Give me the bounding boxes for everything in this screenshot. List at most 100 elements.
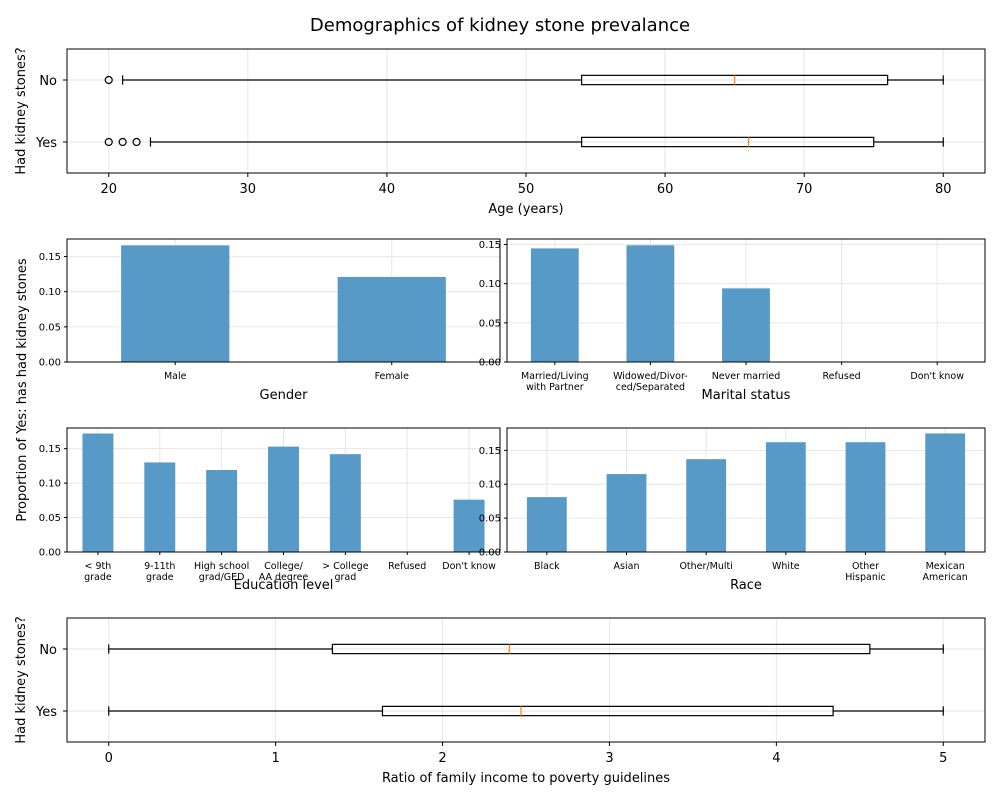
x-tick-label: 4 (772, 751, 780, 766)
y-tick-label: 0.15 (39, 444, 61, 455)
x-tick-label: 3 (605, 751, 613, 766)
y-tick-label: 0.05 (39, 513, 61, 524)
x-tick-label: High school grad/GED (194, 561, 249, 583)
outlier-point (118, 137, 127, 147)
y-tick-label: 0.15 (479, 240, 501, 251)
x-tick-label: 9-11th grade (144, 561, 175, 583)
x-tick-label-line: Other/Multi (679, 561, 732, 572)
y-axis-label: Had kidney stones? (14, 616, 29, 743)
x-tick-label-line: Hispanic (845, 572, 885, 583)
x-tick-label-line: Refused (822, 371, 860, 382)
x-tick-label-line: with Partner (526, 382, 584, 393)
y-tick-label: 0.05 (39, 322, 61, 333)
x-tick-label-line: grade (146, 572, 174, 583)
x-tick-label-line: Asian (614, 561, 640, 572)
y-tick-label: 0.05 (479, 514, 501, 525)
x-tick-label: Don't know (910, 371, 964, 382)
x-tick-label: 50 (518, 182, 535, 197)
plot-frame (66, 427, 501, 553)
x-tick-label-line: grad (334, 572, 356, 583)
y-tick-label: No (39, 643, 57, 658)
x-tick-label-line: Don't know (910, 371, 964, 382)
iqr-box (331, 643, 871, 655)
iqr-box (581, 136, 875, 148)
x-tick-label-line: College/ (264, 561, 303, 572)
bar (337, 276, 446, 362)
x-tick-label: Mexican American (923, 561, 968, 583)
y-axis-label: Had kidney stones? (14, 47, 29, 174)
plot-frame (66, 238, 501, 363)
x-tick-label-line: AA degree (259, 572, 309, 583)
x-axis-label: Gender (260, 388, 309, 403)
y-tick-label: 0.00 (479, 548, 501, 559)
iqr-box (381, 705, 834, 717)
y-tick-label: 0.10 (479, 279, 501, 290)
y-tick-label: 0.00 (479, 358, 501, 369)
x-tick-label: White (772, 561, 800, 572)
race-panel: 0.00 0.05 0.10 0.15 Black Asian Other/Multi Whi… (479, 427, 986, 593)
x-tick-label: 40 (379, 182, 396, 197)
x-tick-label-line: High school (194, 561, 249, 572)
x-tick-label-line: Married/Living (521, 371, 589, 382)
outlier-point (132, 137, 141, 147)
x-tick-label: 0 (105, 751, 113, 766)
x-tick-label: Black (534, 561, 560, 572)
x-axis-label: Age (years) (488, 202, 563, 217)
x-tick-label: Widowed/Divor-ced/Separated (613, 371, 688, 393)
x-tick-label-line: < 9th (85, 561, 112, 572)
outlier-point (104, 137, 113, 147)
x-tick-label-line: 9-11th (144, 561, 175, 572)
x-tick-label-line: Widowed/Divor- (613, 371, 688, 382)
bar (268, 446, 299, 552)
plot-frame (506, 427, 986, 553)
bar (606, 474, 647, 552)
bar (925, 433, 966, 552)
x-axis-label: Marital status (702, 388, 791, 403)
y-tick-label: 0.10 (479, 480, 501, 491)
y-tick-label: Yes (35, 705, 57, 720)
age-panel: 20 30 40 50 60 70 80 No Yes Age (years) Had kidney… (14, 47, 986, 217)
bar (329, 454, 361, 552)
x-tick-label-line: Refused (388, 561, 426, 572)
x-tick-label: Asian (614, 561, 640, 572)
x-tick-label: Other Hispanic (845, 561, 885, 583)
bar (121, 245, 230, 362)
x-tick-label: 70 (796, 182, 813, 197)
x-tick-label: Married/Living with Partner (521, 371, 589, 393)
y-tick-label: 0.10 (39, 287, 61, 298)
y-tick-label: No (39, 74, 57, 89)
x-tick-label: 30 (240, 182, 257, 197)
x-tick-label: Never married (712, 371, 781, 382)
x-tick-label-line: grade (84, 572, 112, 583)
x-tick-label: Other/Multi (679, 561, 732, 572)
x-tick-label: 5 (939, 751, 947, 766)
x-tick-label: Don't know (442, 561, 496, 572)
x-tick-label: > College grad (322, 561, 369, 583)
x-tick-label-line: Female (375, 371, 410, 382)
x-tick-label-line: Male (164, 371, 187, 382)
y-tick-label: 0.10 (39, 479, 61, 490)
marital-panel: 0.00 0.05 0.10 0.15 Married/Living with Partn… (479, 238, 986, 403)
x-tick-label: College/AA degree (259, 561, 309, 583)
x-tick-label-line: ced/Separated (616, 382, 685, 393)
plot-frame (66, 48, 986, 174)
x-tick-label-line: Don't know (442, 561, 496, 572)
x-tick-label: 20 (100, 182, 117, 197)
y-tick-label: 0.05 (479, 318, 501, 329)
x-tick-label: < 9th grade (84, 561, 112, 583)
x-tick-label-line: Mexican (926, 561, 965, 572)
y-tick-label: 0.15 (39, 252, 61, 263)
plot-frame (66, 617, 986, 743)
x-tick-label-line: American (923, 572, 968, 583)
bar (526, 497, 567, 552)
x-axis-label: Race (730, 578, 762, 593)
outlier-point (104, 75, 113, 85)
x-tick-label-line: > College (322, 561, 369, 572)
x-tick-label: Refused (822, 371, 860, 382)
y-tick-label: Yes (35, 136, 57, 151)
bar (722, 288, 770, 362)
x-tick-label-line: Never married (712, 371, 781, 382)
bar (453, 499, 485, 552)
